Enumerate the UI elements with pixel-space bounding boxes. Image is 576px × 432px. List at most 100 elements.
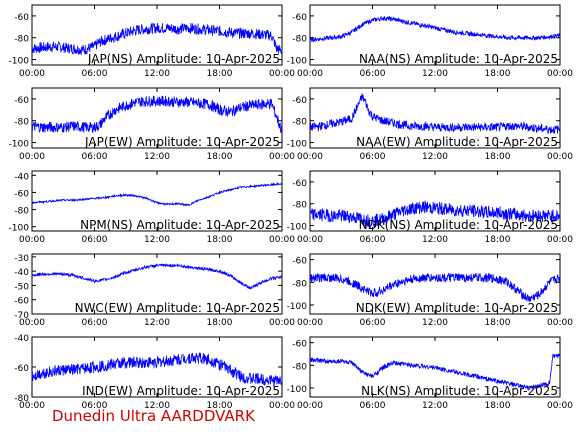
x-tick-label: 18:00 <box>485 401 511 411</box>
x-tick-label: 18:00 <box>485 69 511 79</box>
chart-title: NAA(NS) Amplitude: 10-Apr-2025 <box>359 52 558 66</box>
x-tick-label: 00:00 <box>19 401 45 411</box>
chart-title: NDK(EW) Amplitude: 10-Apr-2025 <box>356 301 558 315</box>
x-tick-label: 00:00 <box>297 401 323 411</box>
series-line <box>31 182 283 207</box>
y-tick-label: -30 <box>14 254 29 264</box>
x-tick-label: 12:00 <box>422 235 448 245</box>
y-tick-label: -100 <box>9 140 30 150</box>
footer-label: Dunedin Ultra AARDDVARK <box>52 407 255 425</box>
y-tick-label: -70 <box>14 311 29 321</box>
x-tick-label: 00:00 <box>547 152 573 162</box>
x-tick-label: 00:00 <box>269 152 295 162</box>
x-tick-label: 00:00 <box>547 318 573 328</box>
x-tick-label: 06:00 <box>82 152 108 162</box>
x-tick-label: 00:00 <box>297 152 323 162</box>
y-tick-label: -60 <box>14 189 29 199</box>
y-tick-label: -80 <box>14 207 29 217</box>
x-tick-label: 00:00 <box>547 235 573 245</box>
y-tick-label: -80 <box>292 279 307 289</box>
series-line <box>31 22 283 56</box>
y-tick-label: -100 <box>287 385 308 395</box>
series-line <box>309 93 561 135</box>
chart-title: NLK(NS) Amplitude: 10-Apr-2025 <box>361 384 558 398</box>
x-tick-label: 12:00 <box>422 152 448 162</box>
y-tick-label: -100 <box>287 140 308 150</box>
y-tick-label: -80 <box>292 118 307 128</box>
y-tick-label: -60 <box>292 257 307 267</box>
chart-title: IND(EW) Amplitude: 10-Apr-2025 <box>82 384 280 398</box>
y-tick-label: -100 <box>9 57 30 67</box>
y-tick-label: -80 <box>292 362 307 372</box>
x-tick-label: 18:00 <box>207 318 233 328</box>
chart-title: JAP(EW) Amplitude: 10-Apr-2025 <box>84 135 280 149</box>
series-line <box>309 200 561 229</box>
x-tick-label: 06:00 <box>360 69 386 79</box>
x-tick-label: 00:00 <box>547 69 573 79</box>
x-tick-label: 12:00 <box>144 69 170 79</box>
series-line <box>309 272 561 303</box>
x-tick-label: 06:00 <box>360 401 386 411</box>
y-tick-label: -100 <box>287 57 308 67</box>
x-tick-label: 06:00 <box>360 318 386 328</box>
x-tick-label: 06:00 <box>360 152 386 162</box>
x-tick-label: 12:00 <box>422 69 448 79</box>
y-tick-label: -80 <box>14 35 29 45</box>
x-tick-label: 18:00 <box>485 318 511 328</box>
x-tick-label: 00:00 <box>269 318 295 328</box>
y-tick-label: -60 <box>292 13 307 23</box>
x-tick-label: 00:00 <box>19 235 45 245</box>
y-tick-label: -60 <box>14 96 29 106</box>
series-line <box>31 262 283 290</box>
x-tick-label: 00:00 <box>269 235 295 245</box>
y-tick-label: -100 <box>287 302 308 312</box>
chart-title: NDK(NS) Amplitude: 10-Apr-2025 <box>359 218 558 232</box>
y-tick-label: -40 <box>14 334 29 344</box>
y-tick-label: -80 <box>292 35 307 45</box>
chart-title: NAA(EW) Amplitude: 10-Apr-2025 <box>356 135 558 149</box>
y-tick-label: -40 <box>14 172 29 182</box>
x-tick-label: 18:00 <box>207 235 233 245</box>
chart-title: JAP(NS) Amplitude: 10-Apr-2025 <box>87 52 280 66</box>
y-tick-label: -80 <box>14 394 29 404</box>
x-tick-label: 00:00 <box>19 69 45 79</box>
x-tick-label: 18:00 <box>485 235 511 245</box>
y-tick-label: -80 <box>292 201 307 211</box>
x-tick-label: 12:00 <box>144 318 170 328</box>
x-tick-label: 12:00 <box>144 401 170 411</box>
series-line <box>31 95 283 134</box>
y-tick-label: -100 <box>9 224 30 234</box>
chart-title: NPM(NS) Amplitude: 10-Apr-2025 <box>80 218 280 232</box>
series-line <box>309 353 561 391</box>
x-tick-label: 12:00 <box>422 318 448 328</box>
x-tick-label: 12:00 <box>144 235 170 245</box>
x-tick-label: 18:00 <box>207 152 233 162</box>
y-tick-label: -60 <box>292 179 307 189</box>
y-tick-label: -80 <box>14 118 29 128</box>
x-tick-label: 00:00 <box>547 401 573 411</box>
x-tick-label: 18:00 <box>207 69 233 79</box>
x-tick-label: 12:00 <box>144 152 170 162</box>
x-tick-label: 00:00 <box>269 401 295 411</box>
y-tick-label: -60 <box>14 364 29 374</box>
x-tick-label: 00:00 <box>297 235 323 245</box>
x-tick-label: 18:00 <box>207 401 233 411</box>
x-tick-label: 06:00 <box>82 318 108 328</box>
y-tick-label: -60 <box>14 297 29 307</box>
y-tick-label: -40 <box>14 268 29 278</box>
y-tick-label: -60 <box>292 96 307 106</box>
y-tick-label: -60 <box>14 13 29 23</box>
x-tick-label: 12:00 <box>422 401 448 411</box>
chart-title: NWC(EW) Amplitude: 10-Apr-2025 <box>75 301 280 315</box>
x-tick-label: 00:00 <box>297 69 323 79</box>
x-tick-label: 00:00 <box>297 318 323 328</box>
y-tick-label: -100 <box>287 223 308 233</box>
y-tick-label: -60 <box>292 340 307 350</box>
series-line <box>309 15 561 43</box>
x-tick-label: 00:00 <box>19 152 45 162</box>
x-tick-label: 06:00 <box>82 401 108 411</box>
x-tick-label: 00:00 <box>19 318 45 328</box>
x-tick-label: 06:00 <box>360 235 386 245</box>
x-tick-label: 06:00 <box>82 235 108 245</box>
